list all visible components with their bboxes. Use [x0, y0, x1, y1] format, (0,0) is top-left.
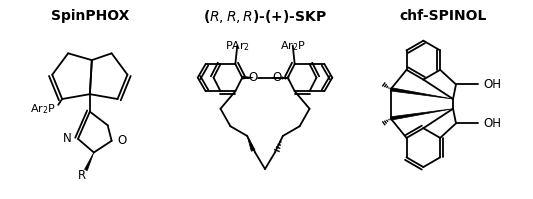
- Text: SpinPHOX: SpinPHOX: [51, 9, 129, 23]
- Polygon shape: [243, 76, 253, 79]
- Text: chf-SPINOL: chf-SPINOL: [399, 9, 487, 23]
- Polygon shape: [390, 109, 453, 120]
- Polygon shape: [390, 88, 453, 99]
- Text: O: O: [118, 134, 127, 147]
- Text: R: R: [78, 169, 86, 182]
- Text: Ar$_2$P: Ar$_2$P: [280, 39, 306, 53]
- Text: OH: OH: [484, 78, 502, 91]
- Polygon shape: [85, 152, 94, 171]
- Text: N: N: [63, 132, 72, 145]
- Polygon shape: [247, 136, 255, 151]
- Text: PAr$_2$: PAr$_2$: [225, 39, 250, 53]
- Text: Ar$_2$P: Ar$_2$P: [30, 102, 56, 116]
- Text: OH: OH: [484, 117, 502, 130]
- Text: ($\it{R,R,R}$)-(+)-SKP: ($\it{R,R,R}$)-(+)-SKP: [203, 8, 327, 25]
- Text: O: O: [272, 71, 281, 84]
- Text: O: O: [248, 71, 258, 84]
